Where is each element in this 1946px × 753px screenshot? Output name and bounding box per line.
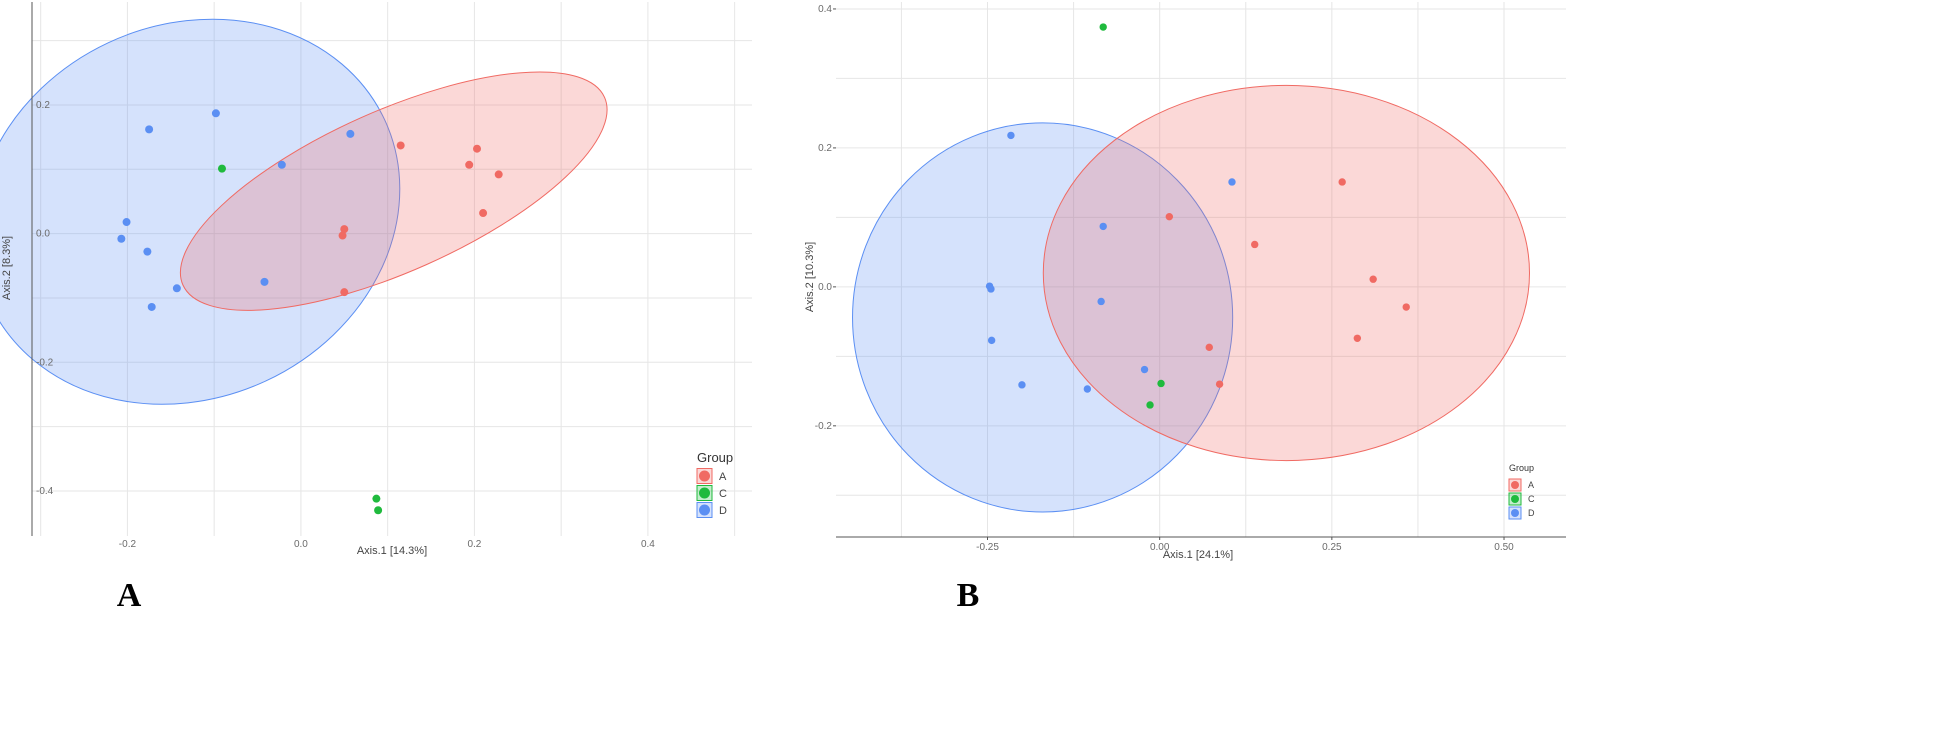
panel-a-point-group-a [396, 141, 405, 150]
panel-a-legend-entry-d: D [719, 505, 727, 517]
panel-a-x-tick-label: 0.4 [641, 539, 655, 550]
panel-b-legend-entry-a: A [1528, 480, 1534, 490]
panel-a-point-group-a [340, 288, 349, 297]
panel-b-point-group-d [987, 285, 995, 293]
panel-b-legend-entry-d: D [1528, 508, 1535, 518]
panel-a-point-group-c [372, 494, 381, 503]
panel-a-point-group-d [260, 277, 269, 286]
panel-b-legend-title: Group [1509, 463, 1534, 473]
panel-b-x-tick-label: 0.50 [1494, 542, 1514, 553]
panel-b-point-group-a [1369, 275, 1377, 283]
panel-a-ellipse-group-d [0, 18, 401, 405]
panel-b-point-group-d [987, 336, 996, 345]
panel-b-x-tick-label: 0.00 [1150, 542, 1170, 553]
panel-b-point-group-c [1157, 379, 1165, 388]
panel-b-x-tick-label: -0.25 [976, 542, 999, 553]
panel-a-point-group-a [465, 160, 474, 169]
panel-a-y-tick-label: -0.4 [36, 486, 54, 497]
panel-a-label: A [117, 577, 142, 614]
panel-b-point-group-d [1018, 381, 1026, 389]
panel-a-point-group-d [147, 302, 156, 311]
panel-b-ellipse-group-d [852, 122, 1234, 513]
panel-b-point-group-c [1099, 23, 1107, 31]
panel-a-point-group-d [172, 284, 181, 293]
panel-a-point-group-a [338, 231, 347, 240]
panel-a-y-axis-title: Axis.2 [8.3%] [1, 236, 13, 300]
panel-b-legend: Group ACD [1508, 463, 1535, 520]
panel-a-x-tick-label: 0.0 [294, 539, 308, 550]
panel-b-x-tick-label: 0.25 [1322, 542, 1342, 553]
panel-a-point-group-d [211, 109, 220, 118]
panel-b-point-group-a [1402, 303, 1410, 311]
panel-b-point-group-a [1215, 380, 1224, 388]
panel-b-point-group-d [1099, 222, 1107, 231]
panel-b-legend-entry-c: C [1528, 494, 1535, 504]
panel-a-legend-entry-c: C [719, 488, 727, 500]
panel-a-point-group-d [145, 125, 154, 134]
panel-b-point-group-a [1165, 212, 1174, 221]
panel-a-ticks: -0.2 0.0 0.2 0.4 0.2 0.0 -0.2 -0.4 [36, 100, 655, 550]
panel-a-point-group-a [473, 144, 482, 153]
panel-b-point-group-c [1146, 401, 1154, 409]
panel-b-y-tick-label: 0.0 [818, 282, 832, 293]
panel-a-point-group-d [143, 247, 152, 256]
panel-b-label: B [957, 577, 980, 614]
panel-a-point-group-a [479, 209, 488, 218]
panel-b-point-group-a [1353, 334, 1362, 342]
panel-b-y-axis-title: Axis.2 [10.3%] [804, 242, 816, 312]
panel-a-point-group-d [277, 160, 286, 169]
panel-b-ticks: -0.25 0.00 0.25 0.50 0.4 0.2 0.0 -0.2 [815, 4, 1514, 553]
panel-a-legend: Group ACD [696, 450, 733, 518]
panel-a-x-tick-label: -0.2 [119, 539, 137, 550]
panel-b-points [985, 23, 1410, 409]
panel-a-point-group-d [346, 129, 355, 138]
panel-a-point-group-a [494, 170, 503, 179]
panel-b-point-group-d [1228, 178, 1236, 186]
panel-b-point-group-a [1251, 240, 1259, 249]
panel-a-point-group-d [122, 218, 131, 227]
panel-b-legend-key-dot [1511, 509, 1519, 517]
panel-b-x-axis-title: Axis.1 [24.1%] [1163, 549, 1233, 561]
panel-b-y-tick-label: 0.2 [818, 143, 832, 154]
panel-a-point-group-c [217, 164, 226, 173]
panel-b-ellipse-group-a [1042, 84, 1531, 462]
panel-a-points [117, 109, 503, 515]
panel-a-ellipses [0, 18, 608, 405]
panel-a-legend-title: Group [697, 450, 733, 465]
panel-b-point-group-d [1083, 385, 1092, 393]
panel-a-legend-key-dot [699, 504, 710, 516]
panel-b-ellipses [852, 84, 1531, 513]
panel-a-gridlines [32, 2, 752, 536]
panel-a-y-tick-label: 0.0 [36, 229, 50, 240]
panel-a-legend-entry-a: A [719, 471, 727, 483]
panel-b-point-group-a [1205, 343, 1213, 352]
panel-b: -0.25 0.00 0.25 0.50 0.4 0.2 0.0 -0.2 Axis.1 [2… [804, 2, 1566, 614]
panel-a-x-axis-title: Axis.1 [14.3%] [357, 545, 427, 557]
panel-a-ellipse-group-a [179, 71, 608, 311]
panel-b-legend-key-dot [1511, 481, 1519, 489]
panel-a-legend-key-dot [699, 470, 710, 482]
panel-b-y-tick-label: 0.4 [818, 4, 832, 15]
panel-b-point-group-d [1007, 131, 1015, 140]
panel-a: -0.2 0.0 0.2 0.4 0.2 0.0 -0.2 -0.4 Axis.1 [14.3… [0, 2, 752, 614]
panel-b-legend-key-dot [1511, 495, 1519, 503]
panel-a-y-tick-label: -0.2 [36, 357, 54, 368]
panel-a-point-group-d [117, 234, 126, 243]
panel-b-point-group-d [1097, 297, 1105, 306]
panel-a-x-tick-label: 0.2 [467, 539, 481, 550]
panel-b-point-group-a [1338, 178, 1346, 186]
panel-a-legend-key-dot [699, 487, 710, 499]
panel-a-point-group-a [340, 225, 349, 234]
panel-b-point-group-d [1140, 365, 1149, 374]
panel-a-point-group-c [374, 506, 383, 515]
panel-b-y-tick-label: -0.2 [815, 421, 833, 432]
panel-a-y-tick-label: 0.2 [36, 100, 50, 111]
